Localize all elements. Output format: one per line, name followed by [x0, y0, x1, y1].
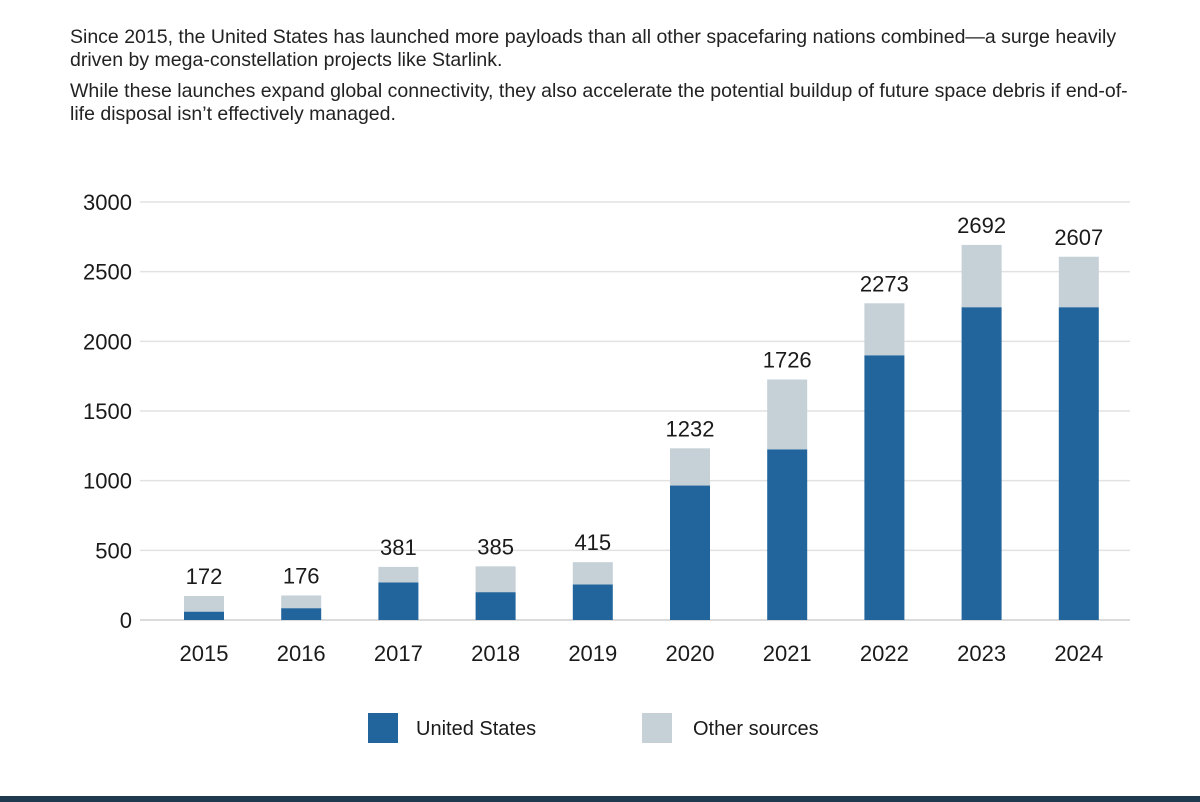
- x-tick-label-2016: 2016: [277, 641, 326, 666]
- intro-text: Since 2015, the United States has launch…: [70, 26, 1130, 134]
- bar-other-sources-2018: [475, 566, 516, 593]
- intro-paragraph-2: While these launches expand global conne…: [70, 80, 1128, 125]
- total-label-2016: 176: [283, 563, 320, 588]
- x-tick-label-2020: 2020: [666, 641, 715, 666]
- total-label-2021: 1726: [763, 348, 812, 373]
- total-label-2024: 2607: [1054, 225, 1103, 250]
- bar-united-states-2017: [378, 582, 419, 620]
- total-label-2023: 2692: [957, 213, 1006, 238]
- x-tick-label-2023: 2023: [957, 641, 1006, 666]
- bar-other-sources-2024: [1058, 256, 1099, 308]
- footer-bar: [0, 796, 1200, 802]
- bar-other-sources-2017: [378, 566, 419, 583]
- x-tick-label-2018: 2018: [471, 641, 520, 666]
- bar-united-states-2023: [961, 307, 1002, 620]
- x-tick-label-2019: 2019: [568, 641, 617, 666]
- x-axis: 2015 2016 2017 2018 2019 2020 2021 2022 2023 2024: [180, 641, 1104, 666]
- bar-united-states-2015: [184, 611, 224, 620]
- x-tick-label-2015: 2015: [180, 641, 229, 666]
- x-tick-label-2022: 2022: [860, 641, 909, 666]
- y-tick-label: 1000: [83, 469, 132, 494]
- bar-united-states-2024: [1058, 307, 1099, 620]
- total-label-2022: 2273: [860, 271, 909, 296]
- total-labels: 172 176 381 385 415 1232 1726 2273 2692 2607: [186, 213, 1104, 589]
- bar-other-sources-2021: [767, 379, 808, 450]
- y-tick-label: 3000: [83, 190, 132, 215]
- intro-paragraph-1: Since 2015, the United States has launch…: [70, 26, 1117, 71]
- total-label-2019: 415: [574, 530, 611, 555]
- x-tick-label-2024: 2024: [1054, 641, 1103, 666]
- bar-other-sources-2015: [184, 596, 224, 612]
- y-axis: 0 500 1000 1500 2000 2500 3000: [83, 190, 132, 633]
- bar-united-states-2022: [864, 355, 905, 620]
- bar-united-states-2021: [767, 449, 808, 620]
- bar-other-sources-2016: [281, 595, 322, 609]
- legend-label-united-states: United States: [416, 718, 536, 740]
- total-label-2018: 385: [477, 534, 514, 559]
- x-tick-label-2021: 2021: [763, 641, 812, 666]
- bar-united-states-2018: [475, 592, 516, 620]
- bars: [184, 244, 1099, 620]
- total-label-2015: 172: [186, 564, 223, 589]
- legend-swatch-other-sources: [642, 713, 672, 743]
- bar-united-states-2019: [572, 584, 613, 620]
- bar-united-states-2016: [281, 608, 322, 620]
- y-tick-label: 1500: [83, 399, 132, 424]
- total-label-2020: 1232: [666, 416, 715, 441]
- x-tick-label-2017: 2017: [374, 641, 423, 666]
- bar-other-sources-2020: [670, 448, 710, 486]
- bar-other-sources-2023: [961, 244, 1002, 308]
- legend-label-other-sources: Other sources: [693, 718, 819, 740]
- bar-united-states-2020: [670, 485, 710, 620]
- bar-other-sources-2022: [864, 303, 905, 356]
- y-tick-label: 2500: [83, 260, 132, 285]
- total-label-2017: 381: [380, 535, 417, 560]
- legend: United States Other sources: [368, 713, 819, 743]
- y-tick-label: 2000: [83, 329, 132, 354]
- y-tick-label: 500: [95, 538, 132, 563]
- y-tick-label: 0: [120, 608, 132, 633]
- legend-swatch-united-states: [368, 713, 398, 743]
- bar-other-sources-2019: [572, 562, 613, 585]
